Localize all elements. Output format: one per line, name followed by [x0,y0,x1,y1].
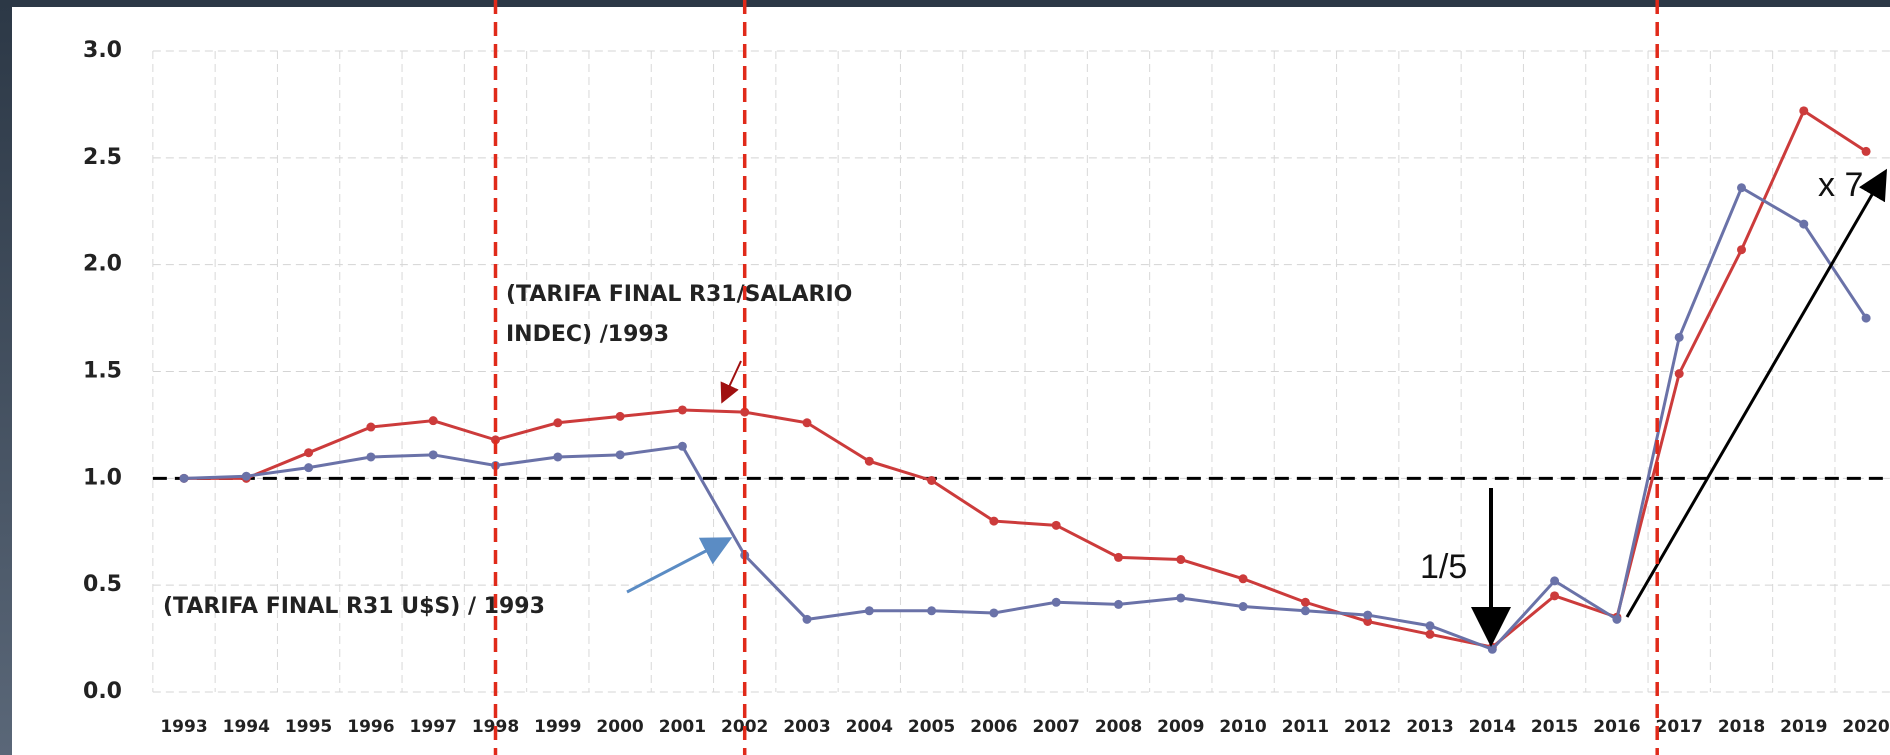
point [927,606,937,616]
point [428,450,438,460]
x-tick-label: 2003 [783,717,830,737]
point [864,456,874,466]
point [1114,599,1123,609]
point [1674,369,1684,379]
x-tick-label: 2020 [1842,717,1889,737]
x-tick-label: 2014 [1469,717,1516,737]
point [677,405,687,415]
point [1861,146,1871,156]
point [366,452,376,462]
point [1861,313,1871,323]
point [927,475,937,485]
point [1550,591,1560,601]
x-tick-label: 2000 [596,717,643,737]
point [1300,597,1310,607]
point [1425,629,1435,639]
y-tick-label: 2.0 [83,252,122,277]
x-tick-label: 2018 [1718,717,1765,737]
annotation: x 7 [1818,166,1863,204]
point [1612,614,1622,624]
x-tick-label: 2019 [1780,717,1827,737]
annotation: INDEC) /1993 [506,322,669,347]
x-tick-label: 1999 [534,717,581,737]
point [615,450,625,460]
point [1799,106,1809,116]
x-tick-label: 2009 [1157,717,1204,737]
x-tick-label: 2015 [1531,717,1578,737]
point [1737,245,1746,255]
point [740,407,750,417]
point [304,463,314,473]
x-tick-label: 2012 [1344,717,1391,737]
point [1799,219,1809,229]
plot [179,106,1871,654]
x-tick-label: 1995 [285,717,332,737]
point [677,441,687,451]
point [1238,602,1248,612]
x-tick-label: 2001 [659,717,706,737]
annotation: (TARIFA FINAL R31/SALARIO [506,282,852,307]
x-tick-label: 1997 [410,717,457,737]
y-tick-label: 2.5 [83,145,122,170]
y-tick-label: 0.0 [83,679,122,704]
x-tick-label: 2005 [908,717,955,737]
y-tick-label: 0.5 [83,572,122,597]
point [1176,593,1186,603]
point [989,608,999,618]
grid: 0.0 0.5 1.0 1.5 2.0 2.5 3.0 1993 1994 1995 1996 199… [83,38,1890,737]
arrow [626,537,733,594]
x-tick-label: 2011 [1282,717,1329,737]
series-line [184,108,1867,649]
point [1238,574,1248,584]
point [304,448,314,458]
point [241,471,251,481]
y-tick-label: 1.5 [83,359,122,384]
point [1300,606,1310,616]
point [802,614,812,624]
point [1363,610,1373,620]
point [1363,616,1373,626]
y-tick-label: 3.0 [83,38,122,63]
point [1051,597,1061,607]
y-tick-label: 1.0 [83,465,122,490]
annotation: 1/5 [1420,548,1467,586]
point [553,452,563,462]
point [1550,576,1560,586]
point [864,606,874,616]
point [1425,621,1435,631]
point [553,418,563,428]
x-tick-label: 2013 [1406,717,1453,737]
x-tick-label: 1996 [347,717,394,737]
point [802,418,812,428]
point [179,473,189,483]
x-tick-label: 2017 [1656,717,1703,737]
top-band [0,0,1890,7]
side-band [0,0,12,755]
series-line [183,185,1868,652]
point [366,422,376,432]
x-tick-label: 1993 [160,717,207,737]
x-tick-label: 2008 [1095,717,1142,737]
x-tick-label: 2004 [846,717,893,737]
point [1487,644,1497,654]
point [1114,552,1123,562]
x-tick-label: 2006 [970,717,1017,737]
x-tick-label: 2010 [1219,717,1266,737]
arrow [1625,168,1888,618]
annotation: (TARIFA FINAL R31 U$S) / 1993 [163,594,545,619]
point [1674,332,1684,342]
point [1737,183,1746,193]
point [428,416,438,426]
x-tick-label: 2007 [1033,717,1080,737]
x-tick-label: 2016 [1593,717,1640,737]
arrow [720,360,742,404]
point [615,411,625,421]
x-tick-label: 1994 [223,717,270,737]
point [1051,520,1061,530]
point [491,435,500,445]
point [1176,555,1186,565]
point [989,516,999,526]
